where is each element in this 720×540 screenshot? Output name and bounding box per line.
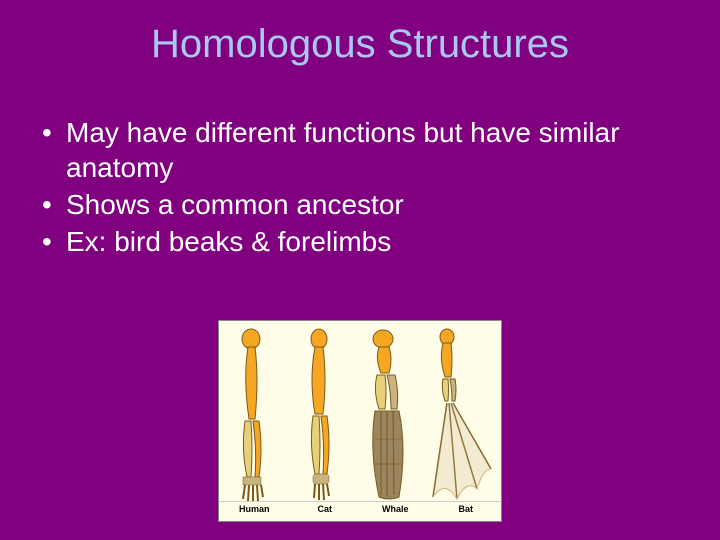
bullet-text: Ex: bird beaks & forelimbs	[66, 224, 680, 259]
limb-label: Cat	[290, 502, 361, 521]
bullet-text: May have different functions but have si…	[66, 115, 680, 185]
bullet-item: • Ex: bird beaks & forelimbs	[38, 224, 680, 259]
limb-label: Human	[219, 502, 290, 521]
limb-svg	[219, 321, 503, 501]
limb-label: Whale	[360, 502, 431, 521]
limb-area	[219, 321, 501, 501]
bullet-item: • May have different functions but have …	[38, 115, 680, 185]
limb-label: Bat	[431, 502, 502, 521]
limb-labels: Human Cat Whale Bat	[219, 501, 501, 521]
bullet-dot: •	[38, 187, 66, 222]
bullet-text: Shows a common ancestor	[66, 187, 680, 222]
bullet-dot: •	[38, 224, 66, 259]
bullet-list: • May have different functions but have …	[38, 115, 680, 259]
bullet-item: • Shows a common ancestor	[38, 187, 680, 222]
forelimb-diagram: Human Cat Whale Bat	[218, 320, 502, 522]
bullet-dot: •	[38, 115, 66, 150]
slide-title: Homologous Structures	[0, 0, 720, 67]
